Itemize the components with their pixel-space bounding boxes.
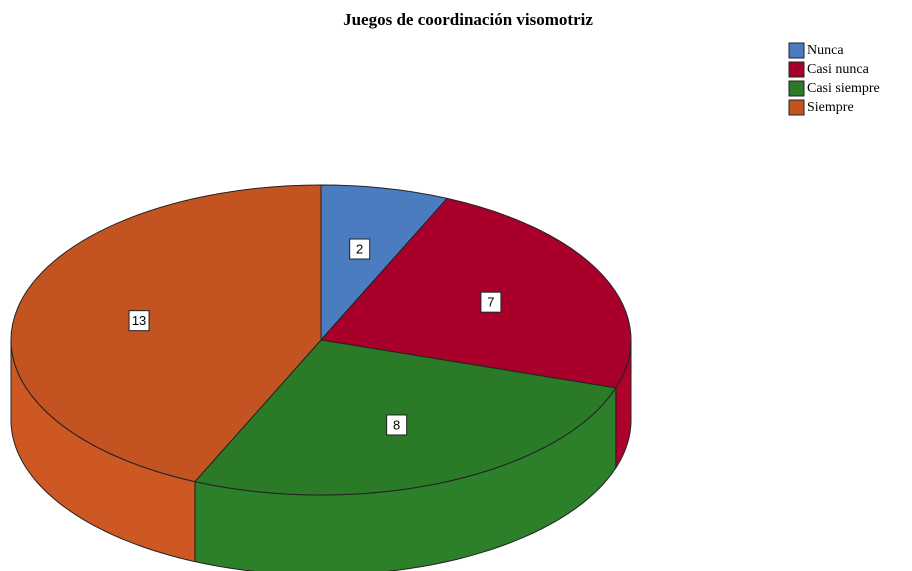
data-label: 8 [386,414,408,436]
data-label-box [480,291,502,313]
data-label-text: 13 [132,313,146,328]
pie-slice [10,184,322,483]
chart-title: Juegos de coordinación visomotriz [343,10,593,29]
data-label: 13 [128,310,150,332]
legend-swatch [788,99,805,116]
data-label-text: 8 [393,417,400,432]
data-label-box [386,414,408,436]
data-label-box [128,310,150,332]
legend-swatch [788,80,805,97]
pie-slice [320,197,632,389]
data-label-box [349,238,371,260]
legend-swatch [788,42,805,59]
data-label: 2 [349,238,371,260]
legend-swatch [788,61,805,78]
data-label-text: 2 [356,241,363,256]
data-label: 7 [480,291,502,313]
legend-label: Casi siempre [807,81,880,96]
pie-slice [320,184,449,342]
legend-label: Casi nunca [807,62,870,77]
data-label-text: 7 [487,295,494,310]
legend-label: Nunca [807,43,844,58]
legend-label: Siempre [807,100,854,115]
